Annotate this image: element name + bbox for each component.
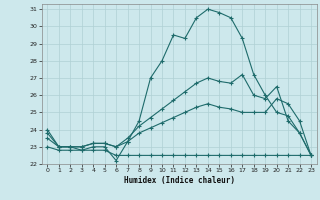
- X-axis label: Humidex (Indice chaleur): Humidex (Indice chaleur): [124, 176, 235, 185]
